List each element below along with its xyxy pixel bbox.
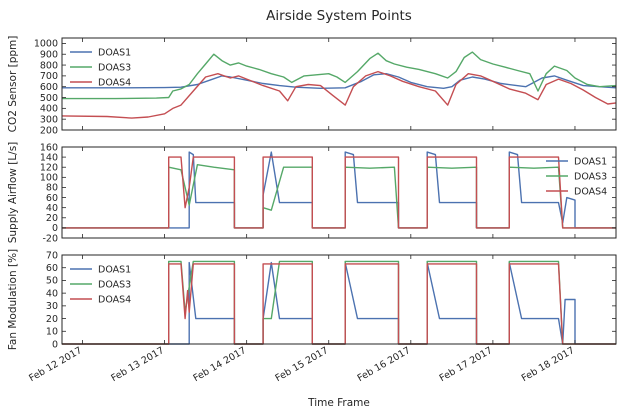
y-tick-label: 50	[46, 276, 58, 287]
y-tick-label: 120	[40, 163, 58, 174]
y-tick-label: 700	[40, 71, 58, 82]
series-line-doas4	[62, 156, 616, 229]
legend-label: DOAS1	[98, 265, 131, 276]
y-tick-label: 160	[40, 142, 58, 153]
y-tick-label: 0	[52, 223, 58, 234]
y-tick-label: 40	[46, 203, 58, 214]
x-tick-label: Feb 13 2017	[109, 345, 166, 384]
y-tick-label: 0	[52, 339, 58, 350]
y-tick-label: 600	[40, 82, 58, 93]
series-line-doas1	[62, 261, 616, 345]
x-tick-label: Feb 18 2017	[520, 345, 577, 384]
legend-label: DOAS1	[574, 157, 607, 168]
x-tick-label: Feb 16 2017	[356, 345, 413, 384]
series-line-doas3	[62, 260, 616, 345]
plot-frame	[61, 146, 617, 239]
y-tick-label: 80	[46, 183, 58, 194]
legend-label: DOAS4	[98, 78, 131, 89]
y-tick-label: 400	[40, 104, 58, 115]
x-tick-label: Feb 17 2017	[438, 345, 495, 384]
series-line-doas4	[61, 70, 617, 119]
x-tick-label: Feb 14 2017	[191, 345, 248, 384]
y-axis-label: CO2 Sensor [ppm]	[7, 36, 19, 133]
y-axis-label: Supply Airflow [L/s]	[7, 142, 19, 244]
series-line-doas1	[62, 73, 617, 89]
y-tick-label: 70	[46, 250, 58, 261]
legend-label: DOAS3	[98, 280, 131, 291]
y-tick-label: 100	[40, 173, 58, 184]
y-tick-label: 300	[40, 114, 58, 125]
legend-label: DOAS1	[98, 48, 131, 59]
x-tick-label: Feb 12 2017	[27, 345, 84, 384]
y-tick-label: 500	[40, 93, 58, 104]
legend: DOAS1 DOAS3 DOAS4	[70, 265, 131, 306]
y-tick-label: 60	[46, 263, 58, 274]
y-tick-label: 60	[46, 193, 58, 204]
y-tick-label: 40	[46, 288, 58, 299]
legend-label: DOAS3	[98, 63, 131, 74]
x-tick-label: Feb 15 2017	[274, 345, 331, 384]
y-tick-label: -20	[42, 233, 58, 244]
series-line-doas1	[62, 151, 616, 229]
legend-label: DOAS4	[98, 295, 131, 306]
series-line-doas3	[62, 164, 616, 229]
y-tick-label: 20	[46, 314, 58, 325]
y-tick-label: 20	[46, 213, 58, 224]
y-tick-label: 200	[40, 125, 58, 136]
legend-label: DOAS4	[574, 187, 607, 198]
series-line-doas4	[62, 263, 616, 345]
y-tick-label: 1000	[34, 39, 58, 50]
y-tick-label: 900	[40, 50, 58, 61]
x-axis-label: Time Frame	[307, 397, 370, 409]
y-tick-label: 10	[46, 327, 58, 338]
series-line-doas3	[62, 51, 617, 100]
y-axis-label: Fan Modulation [%]	[7, 249, 19, 350]
plot-frame	[61, 254, 617, 345]
y-tick-label: 140	[40, 152, 58, 163]
figure-title: Airside System Points	[266, 8, 412, 24]
legend: DOAS1 DOAS3 DOAS4	[546, 157, 607, 198]
x-tick-labels: Feb 12 2017 Feb 13 2017 Feb 14 2017 Feb 15 …	[27, 345, 576, 384]
y-tick-label: 800	[40, 60, 58, 71]
y-tick-label: 30	[46, 301, 58, 312]
legend-label: DOAS3	[574, 172, 607, 183]
plot-frame	[61, 37, 617, 131]
legend: DOAS1 DOAS3 DOAS4	[70, 48, 131, 89]
